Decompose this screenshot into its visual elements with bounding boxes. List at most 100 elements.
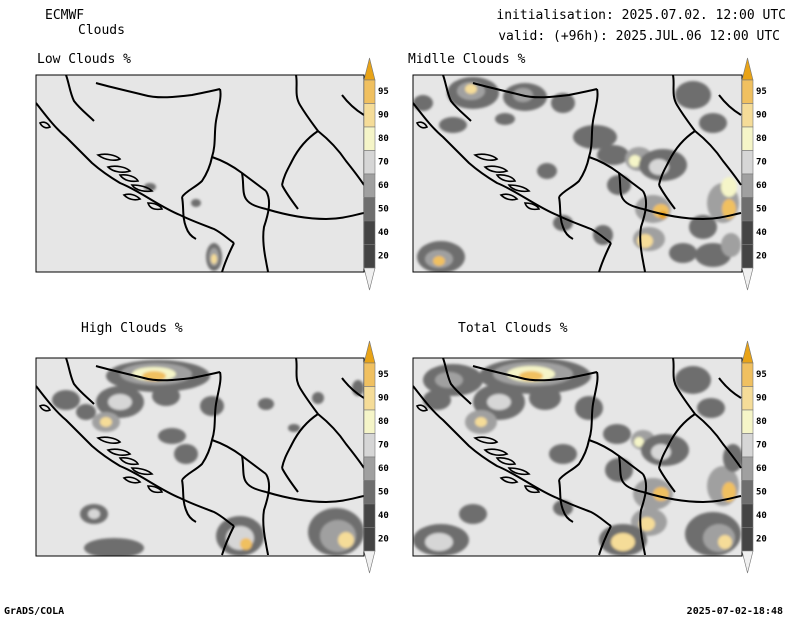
country-border: [639, 190, 648, 272]
cloud-area: [211, 254, 217, 264]
cloud-area: [84, 538, 144, 556]
colorbar-arrow-top: [363, 57, 376, 81]
colorbar-low: 95 90 80 70 60 50 40 20: [363, 57, 389, 291]
country-border: [281, 467, 299, 493]
cloud-area: [549, 444, 577, 464]
cloud-area: [152, 386, 180, 406]
country-border: [95, 82, 221, 99]
cloud-area: [240, 538, 252, 550]
map-background: [36, 75, 364, 272]
initialisation-time: initialisation: 2025.07.02. 12:00 UTC: [496, 8, 786, 23]
island-outline: [483, 165, 509, 173]
cloud-area: [551, 93, 575, 113]
colorbar-arrow-bottom: [741, 550, 754, 574]
cloud-area: [675, 81, 711, 109]
country-border: [618, 172, 644, 210]
country-border: [36, 102, 235, 244]
colorbar-segment: [741, 197, 754, 222]
cloud-area: [718, 535, 732, 549]
island-outline: [523, 202, 541, 211]
cloud-area: [689, 215, 717, 239]
country-border: [241, 455, 267, 493]
country-border: [295, 75, 319, 132]
island-outline: [473, 153, 499, 161]
colorbar-segment: [363, 197, 376, 222]
cloud-area: [425, 533, 453, 551]
country-border: [181, 196, 197, 240]
colorbar-segment: [363, 503, 376, 528]
map-panel-middle: [412, 74, 743, 273]
island-outline: [96, 153, 122, 161]
cloud-area: [312, 392, 324, 404]
cloud-area: [174, 444, 198, 464]
colorbar-tick-label: 50: [378, 487, 389, 497]
colorbar-arrow-top: [741, 57, 754, 81]
colorbar-tick-label: 50: [756, 487, 767, 497]
valid-time: valid: (+96h): 2025.JUL.06 12:00 UTC: [498, 29, 780, 44]
colorbar-tick-label: 70: [756, 157, 767, 167]
colorbar-tick-label: 60: [378, 181, 389, 191]
colorbar-tick-label: 80: [378, 134, 389, 144]
colorbar-arrow-bottom: [363, 267, 376, 291]
country-border: [558, 479, 574, 523]
colorbar-total: 95 90 80 70 60 50 40 20: [741, 340, 767, 574]
island-outline: [146, 485, 164, 494]
country-border: [598, 525, 612, 556]
country-border: [413, 102, 612, 244]
colorbar-tick-label: 50: [378, 204, 389, 214]
colorbar-tick-label: 90: [378, 110, 389, 120]
cloud-area: [639, 517, 655, 531]
island-outline: [118, 457, 140, 466]
colorbar-tick-label: 70: [378, 440, 389, 450]
country-border: [442, 75, 472, 122]
country-border: [341, 377, 364, 399]
cloud-area: [413, 95, 433, 111]
colorbar-tick-label: 95: [756, 87, 767, 97]
colorbar-segment: [363, 173, 376, 198]
cloud-area: [607, 175, 631, 195]
country-border: [281, 184, 299, 210]
colorbar-segment: [363, 456, 376, 481]
island-outline: [118, 174, 140, 183]
cloud-area: [433, 256, 445, 266]
island-outline: [495, 174, 517, 183]
cloud-area: [288, 424, 300, 432]
colorbar-tick-label: 60: [756, 181, 767, 191]
cloud-area: [495, 113, 515, 125]
island-outline: [38, 121, 52, 129]
map-panel-high: [35, 357, 365, 557]
cloud-area: [669, 243, 697, 263]
colorbar-segment: [363, 150, 376, 175]
cloud-area: [200, 396, 224, 416]
colorbar-tick-label: 20: [378, 534, 389, 544]
country-border: [618, 455, 644, 493]
country-border: [295, 358, 319, 415]
colorbar-tick-label: 20: [756, 251, 767, 261]
country-border: [558, 196, 574, 240]
colorbar-segment: [741, 386, 754, 411]
map-panel-low: [35, 74, 365, 273]
country-border: [672, 75, 696, 132]
country-border: [694, 130, 742, 186]
cloud-area: [721, 177, 737, 197]
colorbar-segment: [741, 79, 754, 104]
country-border: [241, 172, 267, 210]
cloud-area: [475, 417, 487, 427]
country-border: [694, 413, 742, 469]
colorbar-tick-label: 80: [756, 134, 767, 144]
colorbar-segment: [741, 409, 754, 434]
island-outline: [499, 193, 519, 201]
country-border: [598, 242, 612, 272]
cloud-area: [52, 390, 80, 410]
colorbar-segment: [741, 220, 754, 245]
island-outline: [122, 476, 142, 484]
colorbar-segment: [363, 527, 376, 552]
island-outline: [507, 184, 531, 193]
cloud-area: [191, 199, 201, 207]
colorbar-tick-label: 40: [756, 228, 767, 238]
country-border: [642, 208, 742, 220]
cloud-area: [459, 504, 487, 524]
cloud-area: [675, 366, 711, 394]
country-border: [658, 184, 676, 210]
cloud-area: [144, 183, 156, 191]
